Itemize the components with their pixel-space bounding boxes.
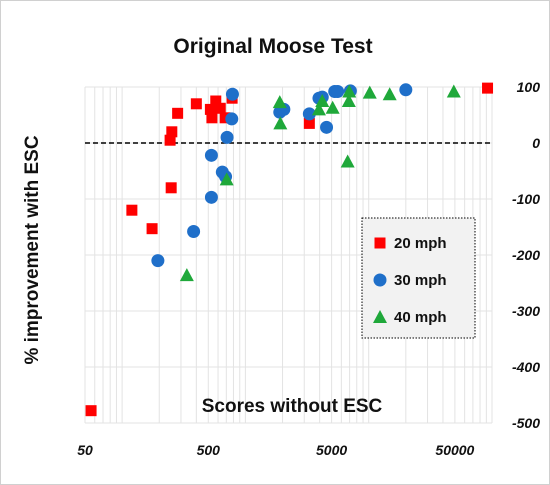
data-point-square: [482, 82, 494, 94]
y-tick-label: -300: [512, 303, 540, 319]
data-point-square: [219, 112, 231, 124]
x-tick-label: 50: [77, 442, 93, 458]
data-point-square: [172, 107, 184, 119]
data-point-circle: [399, 83, 413, 97]
data-point-triangle: [342, 84, 357, 98]
data-point-circle: [225, 87, 239, 101]
legend: 20 mph 30 mph 40 mph: [361, 217, 476, 339]
x-axis-label: Scores without ESC: [202, 396, 383, 417]
data-point-circle: [187, 224, 201, 238]
x-tick-label: 50000: [435, 442, 474, 458]
data-point-triangle: [273, 116, 288, 130]
legend-label: 20 mph: [394, 235, 447, 252]
data-point-triangle: [325, 100, 340, 114]
data-point-triangle: [382, 87, 397, 101]
data-point-triangle: [362, 85, 377, 99]
data-point-square: [126, 204, 138, 216]
data-point-square: [204, 103, 216, 115]
x-tick-label: 5000: [316, 442, 347, 458]
data-point-square: [164, 134, 176, 146]
data-point-circle: [225, 112, 239, 126]
data-point-triangle: [340, 154, 355, 168]
data-point-square: [166, 126, 178, 138]
data-point-circle: [302, 107, 316, 121]
data-point-square: [165, 182, 177, 194]
x-tick-labels: 50 500 5000 50000: [77, 442, 474, 458]
data-points: [85, 82, 494, 417]
y-tick-label: 100: [517, 79, 541, 95]
data-point-triangle: [315, 94, 330, 107]
legend-marker-circle: [373, 273, 387, 287]
data-point-triangle: [311, 102, 326, 116]
data-point-square: [303, 117, 315, 129]
data-point-square: [210, 95, 222, 107]
y-tick-label: -100: [512, 191, 540, 207]
y-tick-label: 0: [532, 135, 540, 151]
data-point-circle: [220, 130, 234, 144]
data-point-square: [214, 102, 226, 114]
data-point-circle: [331, 84, 345, 98]
data-point-circle: [320, 120, 334, 134]
series-triangle: [179, 84, 461, 282]
legend-marker-triangle: [373, 310, 387, 323]
data-point-triangle: [179, 268, 194, 282]
data-point-triangle: [219, 172, 234, 186]
data-point-triangle: [341, 94, 356, 107]
y-axis-label: % improvement with ESC: [22, 135, 43, 364]
y-tick-label: -400: [512, 359, 540, 375]
data-point-triangle: [446, 84, 461, 98]
chart-title: Original Moose Test: [173, 35, 372, 58]
data-point-circle: [204, 190, 218, 204]
x-tick-label: 500: [197, 442, 221, 458]
data-point-circle: [204, 148, 218, 162]
data-point-square: [206, 112, 218, 124]
legend-label: 40 mph: [394, 309, 447, 326]
data-point-square: [85, 405, 97, 417]
data-point-square: [146, 223, 158, 235]
y-tick-label: -500: [512, 415, 540, 431]
legend-marker-square: [374, 237, 386, 249]
data-point-triangle: [272, 95, 287, 109]
legend-label: 30 mph: [394, 272, 447, 289]
data-point-square: [190, 98, 202, 110]
data-point-circle: [151, 254, 165, 268]
y-tick-label: -200: [512, 247, 540, 263]
y-tick-labels: 100 0 -100 -200 -300 -400 -500: [512, 79, 540, 431]
